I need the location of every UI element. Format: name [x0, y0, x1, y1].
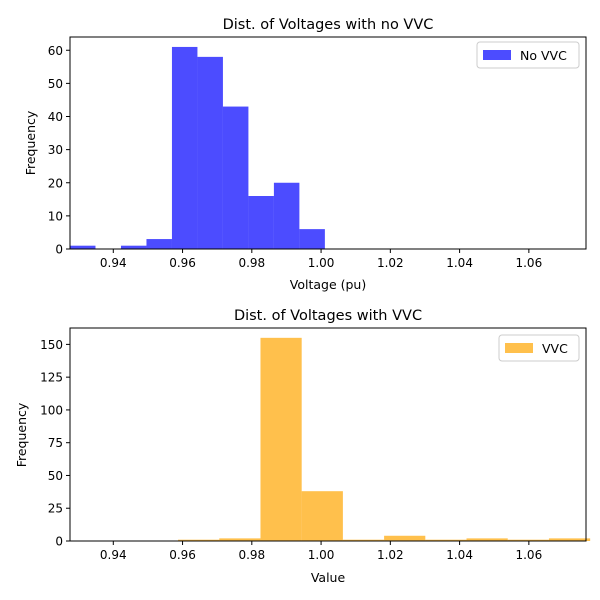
top-y-tick-label: 0	[55, 243, 63, 257]
top-x-tick-label: 0.96	[169, 256, 196, 270]
bottom-x-ticks: 0.94 0.96 0.98 1.00 1.02 1.04 1.06	[100, 541, 542, 562]
bottom-legend-label: VVC	[542, 341, 568, 356]
bottom-y-tick-label: 0	[55, 535, 63, 549]
top-x-tick-label: 1.02	[377, 256, 404, 270]
bottom-chart-title: Dist. of Voltages with VVC	[234, 308, 422, 324]
bottom-histogram-bar	[425, 539, 467, 541]
bottom-y-axis-label: Frequency	[14, 402, 29, 467]
bottom-axes	[69, 327, 587, 542]
top-legend-box	[476, 41, 580, 69]
top-histogram-bar	[120, 245, 147, 249]
bottom-x-tick-label: 1.00	[308, 548, 335, 562]
bottom-plot-frame	[69, 327, 587, 542]
top-histogram-bar	[222, 106, 249, 249]
bottom-legend-box	[498, 334, 580, 362]
bottom-histogram-bar	[260, 337, 302, 541]
bottom-y-tick-label: 50	[48, 469, 63, 483]
bottom-x-tick-label: 0.98	[238, 548, 265, 562]
top-y-ticks: 0 10 20 30 40 50 60	[48, 44, 70, 257]
bottom-y-tick-label: 150	[40, 338, 63, 352]
top-histogram-bar	[273, 182, 300, 249]
bottom-legend-swatch	[505, 343, 533, 353]
bottom-x-tick-label: 1.02	[377, 548, 404, 562]
top-x-ticks: 0.94 0.96 0.98 1.00 1.02 1.04 1.06	[100, 249, 542, 270]
top-x-tick-label: 1.06	[515, 256, 542, 270]
top-x-axis-label: Voltage (pu)	[290, 277, 366, 292]
top-y-tick-label: 40	[48, 110, 63, 124]
top-y-tick-label: 60	[48, 44, 63, 58]
top-legend-label: No VVC	[520, 48, 567, 63]
bottom-y-ticks: 0 25 50 75 100 125 150	[40, 338, 70, 549]
bottom-histogram-bar	[466, 538, 508, 541]
top-histogram-bar	[197, 56, 223, 249]
bottom-x-tick-label: 0.94	[100, 548, 127, 562]
bottom-histogram-bar	[219, 538, 261, 541]
top-y-axis-label: Frequency	[23, 110, 38, 175]
top-chart-title: Dist. of Voltages with no VVC	[223, 17, 434, 33]
bottom-x-axis-label: Value	[311, 570, 346, 585]
bottom-histogram-bar	[507, 539, 549, 541]
bottom-x-tick-label: 1.04	[446, 548, 473, 562]
top-histogram-bar	[70, 245, 96, 249]
bottom-x-tick-label: 0.96	[169, 548, 196, 562]
bottom-histogram-bar	[178, 539, 220, 541]
top-y-tick-label: 30	[48, 143, 63, 157]
top-legend: No VVC	[476, 41, 580, 69]
bottom-legend: VVC	[498, 334, 580, 362]
top-x-tick-label: 0.94	[100, 256, 127, 270]
bottom-histogram-bar	[301, 491, 343, 541]
bottom-y-tick-label: 125	[40, 371, 63, 385]
top-x-tick-label: 1.04	[446, 256, 473, 270]
bottom-histogram-panel: Dist. of Voltages with VVC 0.94 0.96 0.98 1…	[14, 308, 591, 585]
top-histogram-bar	[248, 196, 274, 249]
top-axes	[69, 36, 587, 250]
bottom-y-tick-label: 100	[40, 403, 63, 417]
top-histogram-panel: Dist. of Voltages with no VVC 0.94 0.96 0.…	[23, 17, 587, 292]
bottom-histogram-bar	[384, 535, 426, 541]
top-legend-swatch	[483, 50, 511, 60]
top-y-tick-label: 50	[48, 77, 63, 91]
top-x-tick-label: 0.98	[238, 256, 265, 270]
bottom-histogram-bar	[342, 539, 385, 541]
bottom-y-tick-label: 25	[48, 502, 63, 516]
top-y-tick-label: 10	[48, 209, 63, 223]
top-histogram-bar	[146, 239, 172, 249]
bottom-bars	[178, 337, 591, 541]
top-plot-frame	[69, 36, 587, 250]
top-bars	[70, 46, 325, 249]
top-histogram-bar	[171, 46, 198, 249]
top-y-tick-label: 20	[48, 176, 63, 190]
top-histogram-bar	[299, 229, 325, 249]
bottom-x-tick-label: 1.06	[515, 548, 542, 562]
top-x-tick-label: 1.00	[308, 256, 335, 270]
bottom-histogram-bar	[548, 538, 591, 541]
bottom-y-tick-label: 75	[48, 436, 63, 450]
